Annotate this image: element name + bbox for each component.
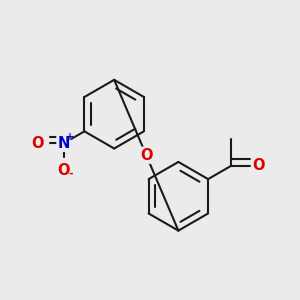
Text: -: - (68, 169, 73, 179)
Text: +: + (66, 132, 74, 142)
Text: N: N (58, 136, 70, 151)
Text: O: O (58, 163, 70, 178)
Text: O: O (252, 158, 264, 173)
Text: O: O (140, 148, 152, 163)
Text: O: O (32, 136, 44, 151)
